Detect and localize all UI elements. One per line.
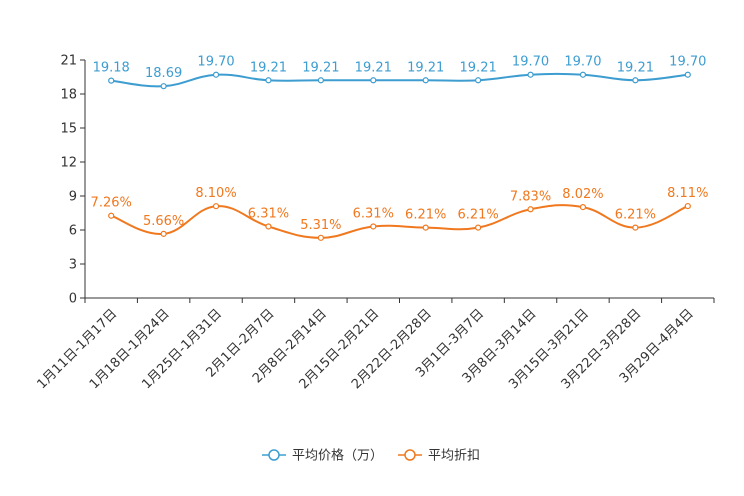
data-label: 6.21% bbox=[457, 208, 498, 223]
data-label: 6.21% bbox=[405, 208, 446, 223]
y-tick-label: 9 bbox=[69, 190, 77, 205]
data-label: 18.69 bbox=[145, 66, 182, 81]
data-labels: 19.18 18.69 19.70 19.21 19.21 19.21 19.21 19.21… bbox=[91, 55, 709, 233]
data-label: 19.70 bbox=[197, 55, 234, 70]
data-point[interactable] bbox=[632, 224, 639, 231]
data-point[interactable] bbox=[684, 71, 691, 78]
data-label: 19.21 bbox=[250, 60, 287, 75]
data-point[interactable] bbox=[370, 77, 377, 84]
legend-marker bbox=[268, 449, 280, 461]
legend[interactable]: 平均价格（万） 平均折扣 bbox=[262, 448, 480, 464]
data-label: 19.70 bbox=[512, 55, 549, 70]
data-label: 8.02% bbox=[562, 187, 603, 202]
series-layer bbox=[108, 71, 691, 241]
data-point[interactable] bbox=[108, 212, 115, 219]
data-label: 6.21% bbox=[615, 208, 656, 223]
data-label: 8.10% bbox=[195, 186, 236, 201]
data-point[interactable] bbox=[422, 224, 429, 231]
series-line-discount bbox=[110, 204, 689, 239]
data-point[interactable] bbox=[632, 77, 639, 84]
axes: 0369121518211月11日-1月17日1月18日-1月24日1月25日-… bbox=[34, 54, 715, 392]
data-point[interactable] bbox=[160, 83, 167, 90]
y-tick-label: 0 bbox=[69, 292, 77, 307]
data-point[interactable] bbox=[265, 77, 272, 84]
data-point[interactable] bbox=[370, 223, 377, 230]
data-point[interactable] bbox=[317, 77, 324, 84]
data-point[interactable] bbox=[579, 71, 587, 78]
data-label: 19.18 bbox=[93, 61, 130, 76]
legend-label: 平均折扣 bbox=[428, 449, 480, 464]
data-point[interactable] bbox=[527, 206, 534, 213]
data-label: 6.31% bbox=[353, 206, 394, 221]
data-label: 19.21 bbox=[617, 60, 654, 75]
data-label: 5.31% bbox=[300, 218, 341, 233]
y-tick-label: 18 bbox=[60, 88, 77, 103]
legend-marker bbox=[404, 449, 416, 461]
y-tick-label: 21 bbox=[60, 54, 77, 69]
data-point[interactable] bbox=[475, 77, 482, 84]
data-label: 6.31% bbox=[248, 206, 289, 221]
data-label: 19.21 bbox=[407, 60, 444, 75]
data-point[interactable] bbox=[475, 224, 482, 231]
data-point[interactable] bbox=[684, 202, 691, 210]
series-line-price bbox=[111, 72, 688, 88]
data-point[interactable] bbox=[160, 230, 167, 237]
legend-item-price[interactable]: 平均价格（万） bbox=[262, 448, 383, 464]
data-label: 19.70 bbox=[669, 55, 706, 70]
data-point[interactable] bbox=[579, 204, 587, 211]
data-label: 19.21 bbox=[355, 60, 392, 75]
data-label: 19.21 bbox=[302, 60, 339, 75]
data-point[interactable] bbox=[317, 234, 324, 241]
data-point[interactable] bbox=[212, 71, 220, 78]
y-tick-label: 12 bbox=[60, 156, 77, 171]
data-label: 8.11% bbox=[667, 186, 708, 201]
data-label: 5.66% bbox=[143, 214, 184, 229]
legend-item-discount[interactable]: 平均折扣 bbox=[398, 449, 480, 464]
data-point[interactable] bbox=[108, 77, 115, 84]
data-point[interactable] bbox=[265, 223, 272, 230]
data-label: 19.21 bbox=[460, 60, 497, 75]
y-tick-label: 6 bbox=[69, 224, 77, 239]
y-tick-label: 15 bbox=[60, 122, 77, 137]
legend-label: 平均价格（万） bbox=[292, 448, 383, 464]
data-label: 19.70 bbox=[564, 55, 601, 70]
data-point[interactable] bbox=[527, 71, 534, 78]
data-label: 7.26% bbox=[91, 196, 132, 211]
data-point[interactable] bbox=[422, 77, 429, 84]
data-point[interactable] bbox=[212, 203, 220, 210]
y-tick-label: 3 bbox=[69, 258, 77, 273]
data-label: 7.83% bbox=[510, 189, 551, 204]
